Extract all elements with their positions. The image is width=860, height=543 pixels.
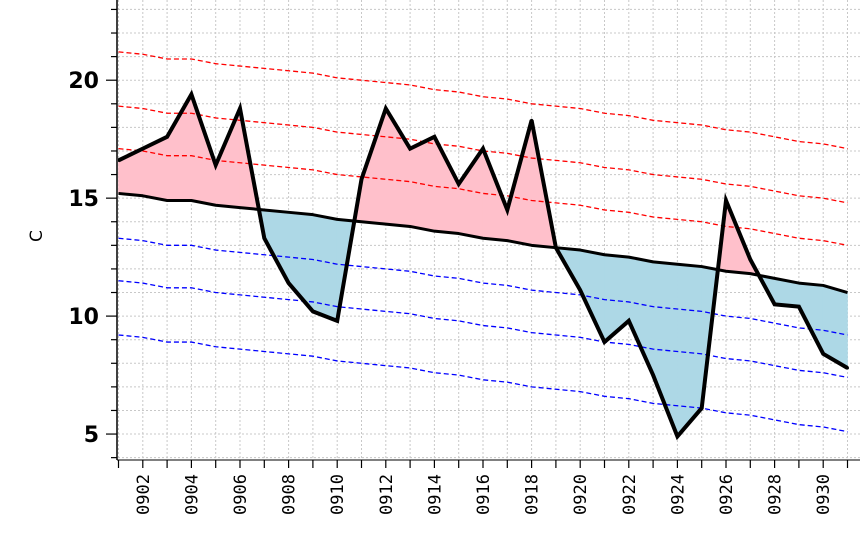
observed-point xyxy=(846,366,849,370)
anomaly-fill xyxy=(628,256,654,376)
x-tick-label: 0926 xyxy=(717,474,737,515)
observed-point xyxy=(311,309,315,313)
observed-point xyxy=(141,147,145,151)
percentile-bands xyxy=(118,51,848,433)
y-tick-label: 20 xyxy=(68,69,99,94)
x-tick-label: 0918 xyxy=(523,474,543,515)
observed-point xyxy=(165,135,169,139)
observed-point xyxy=(554,246,558,250)
observed-point xyxy=(773,302,777,306)
band-line xyxy=(118,280,848,379)
band-line xyxy=(118,334,848,433)
y-tick-label: 15 xyxy=(68,187,99,212)
band-line xyxy=(118,51,848,150)
observed-point xyxy=(238,107,242,111)
observed-point xyxy=(627,319,631,323)
observed-point xyxy=(262,236,266,240)
data-lines xyxy=(118,89,849,441)
x-tick-label: 0928 xyxy=(766,474,786,515)
observed-point xyxy=(675,434,679,438)
observed-point xyxy=(432,135,436,139)
x-tick-label: 0904 xyxy=(182,474,202,515)
anomaly-fill xyxy=(458,147,484,239)
observed-point xyxy=(700,406,704,410)
normal-line xyxy=(118,191,848,294)
y-axis-label: C xyxy=(27,230,47,242)
observed-point xyxy=(821,352,825,356)
observed-point xyxy=(408,147,412,151)
x-tick-label: 0908 xyxy=(280,474,300,515)
y-tick-label: 5 xyxy=(84,423,99,448)
observed-point xyxy=(481,147,485,151)
x-tick-label: 0914 xyxy=(425,474,445,515)
band-line xyxy=(118,105,848,204)
x-tick-label: 0930 xyxy=(814,474,834,515)
observed-point xyxy=(457,182,461,186)
x-tick-label: 0906 xyxy=(231,474,251,515)
observed-point xyxy=(118,158,120,162)
observed-point xyxy=(505,208,509,212)
observed-point xyxy=(748,257,752,261)
observed-point xyxy=(287,281,291,285)
x-tick-label: 0924 xyxy=(668,474,688,515)
observed-point xyxy=(189,92,193,96)
observed-point xyxy=(797,305,801,309)
x-tick-label: 0910 xyxy=(328,474,348,515)
x-tick-label: 0916 xyxy=(474,474,494,515)
observed-point xyxy=(651,373,655,377)
observed-point xyxy=(384,107,388,111)
observed-point xyxy=(603,340,606,344)
observed-point xyxy=(724,199,728,203)
axes: 5 10 15 20 0902 0904 0906 0908 0910 0912 0914 0916 0… xyxy=(68,0,860,515)
observed-point xyxy=(578,288,582,292)
band-line xyxy=(118,147,848,246)
x-tick-label: 0902 xyxy=(134,474,154,515)
observed-point xyxy=(360,177,363,181)
observed-point xyxy=(335,319,339,323)
anomaly-fill xyxy=(166,93,192,201)
observed-point xyxy=(530,118,534,122)
x-tick-label: 0912 xyxy=(377,474,397,515)
x-tick-label: 0920 xyxy=(571,474,591,515)
x-tick-label: 0922 xyxy=(620,474,640,515)
band-line xyxy=(118,237,848,336)
grid-lines xyxy=(118,0,860,460)
y-tick-label: 10 xyxy=(68,305,99,330)
observed-point xyxy=(214,163,218,167)
